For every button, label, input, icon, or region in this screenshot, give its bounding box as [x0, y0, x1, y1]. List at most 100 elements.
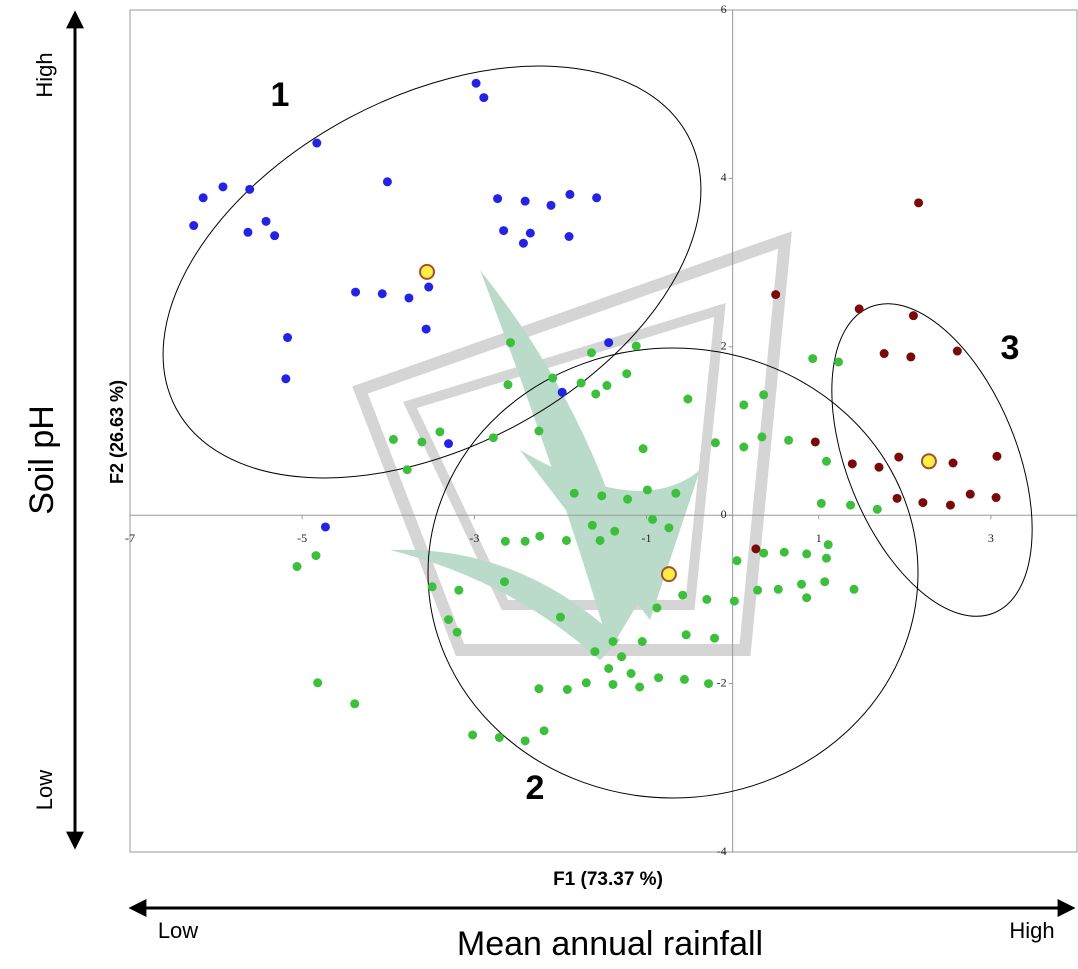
arrow-label: High	[1009, 918, 1054, 943]
point	[351, 287, 361, 297]
point	[555, 612, 565, 622]
point	[637, 637, 647, 646]
point	[313, 678, 323, 688]
point	[908, 311, 918, 321]
point	[591, 389, 601, 399]
cluster-label: 3	[1001, 329, 1020, 367]
point	[631, 341, 641, 351]
point	[759, 548, 769, 558]
point	[311, 551, 321, 561]
point	[635, 682, 645, 692]
point	[557, 387, 567, 397]
point	[642, 485, 652, 495]
point	[759, 390, 769, 400]
y-tick-label: -2	[717, 675, 727, 689]
point	[243, 227, 253, 237]
point	[471, 78, 481, 88]
point	[539, 726, 549, 736]
point	[834, 357, 844, 367]
centroid	[419, 263, 436, 280]
point	[427, 582, 437, 592]
point	[846, 500, 856, 510]
point	[404, 293, 414, 303]
point	[626, 668, 636, 678]
x-tick-label: -3	[469, 531, 479, 545]
point	[402, 465, 412, 475]
point	[892, 493, 902, 503]
point	[879, 349, 889, 359]
cluster-label: 2	[526, 769, 545, 807]
point	[520, 196, 530, 206]
point	[664, 523, 674, 533]
point	[739, 400, 749, 410]
point	[992, 451, 1002, 461]
arrow-label: High	[32, 52, 57, 97]
point	[500, 536, 510, 546]
point	[854, 304, 864, 314]
point	[710, 438, 720, 448]
point	[520, 536, 530, 546]
centroid	[920, 453, 937, 470]
point	[729, 596, 739, 606]
point	[810, 437, 820, 447]
point	[849, 584, 859, 594]
point	[678, 590, 688, 600]
point	[823, 540, 833, 550]
y-tick-label: 0	[721, 507, 727, 521]
point	[622, 369, 632, 379]
point	[499, 577, 509, 587]
point	[991, 493, 1001, 503]
point	[784, 435, 794, 445]
watermark	[352, 231, 792, 660]
point	[562, 684, 572, 694]
point	[245, 184, 255, 194]
point	[377, 289, 387, 299]
point	[503, 380, 513, 390]
point	[945, 500, 955, 510]
point	[350, 699, 360, 709]
point	[681, 630, 691, 640]
point	[525, 228, 535, 238]
point	[623, 494, 633, 504]
point	[679, 674, 689, 684]
point	[488, 433, 498, 443]
point	[468, 730, 478, 740]
point	[597, 491, 607, 501]
point	[454, 585, 464, 595]
point	[965, 489, 975, 499]
point	[499, 226, 509, 236]
centroid	[660, 566, 677, 583]
point	[520, 736, 530, 746]
y-tick-label: 6	[721, 2, 727, 16]
y-axis-title: F2 (26.63 %)	[107, 380, 127, 484]
point	[592, 193, 602, 203]
point	[218, 182, 228, 192]
point	[569, 488, 579, 498]
point	[608, 637, 618, 646]
point	[581, 678, 591, 688]
point	[918, 498, 928, 508]
point	[816, 498, 826, 508]
point	[590, 647, 600, 657]
point	[452, 627, 462, 637]
point	[421, 324, 431, 334]
point	[565, 189, 575, 199]
point	[189, 221, 199, 231]
point	[802, 593, 812, 603]
point	[821, 553, 831, 563]
point	[771, 290, 781, 300]
point	[617, 652, 627, 662]
point	[654, 673, 664, 683]
point	[797, 579, 807, 589]
point	[320, 522, 330, 532]
point	[435, 427, 445, 437]
point	[604, 338, 614, 348]
point	[602, 381, 612, 391]
plot-frame	[129, 9, 1078, 853]
point	[561, 535, 571, 545]
point	[534, 426, 544, 436]
x-axis-title: F1 (73.37 %)	[553, 869, 663, 890]
point	[479, 93, 489, 103]
y-tick-label: 4	[721, 170, 727, 184]
point	[283, 333, 293, 343]
